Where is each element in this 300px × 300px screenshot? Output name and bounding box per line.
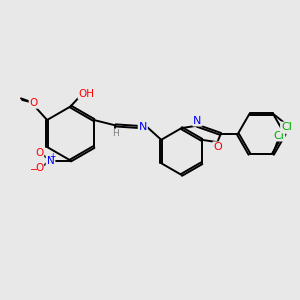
Text: Cl: Cl bbox=[274, 130, 284, 141]
Text: Cl: Cl bbox=[281, 122, 292, 133]
Text: N: N bbox=[193, 116, 202, 126]
Text: O: O bbox=[213, 142, 222, 152]
Text: O: O bbox=[35, 163, 44, 173]
Text: N: N bbox=[139, 122, 147, 132]
Text: O: O bbox=[29, 98, 38, 108]
Text: H: H bbox=[112, 129, 119, 138]
Text: OH: OH bbox=[78, 88, 94, 99]
Text: −: − bbox=[29, 164, 38, 175]
Text: +: + bbox=[49, 152, 56, 161]
Text: O: O bbox=[35, 148, 44, 158]
Text: N: N bbox=[46, 155, 54, 166]
